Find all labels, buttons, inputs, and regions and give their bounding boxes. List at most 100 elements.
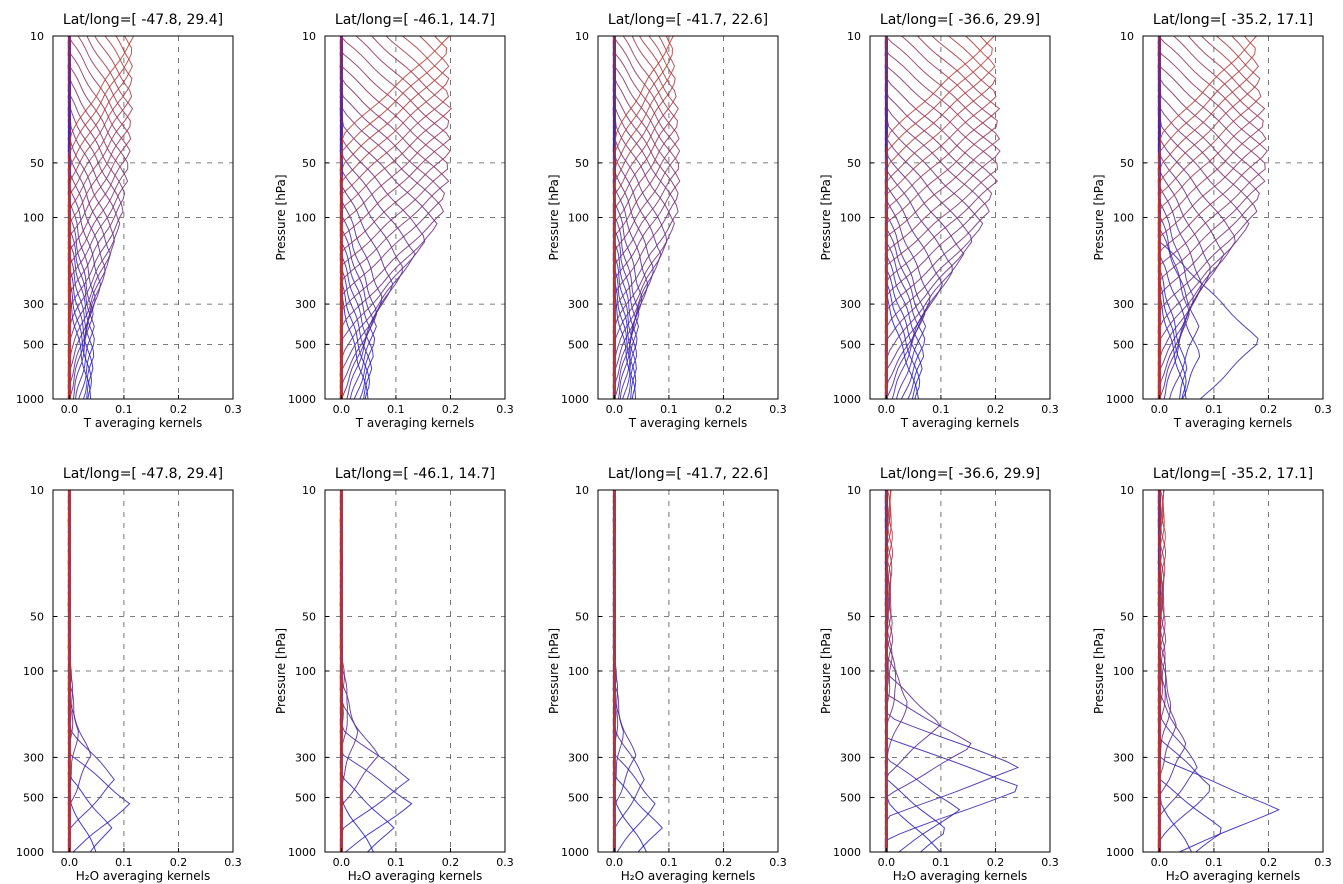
panel-title: Lat/long=[ -47.8, 29.4] [63,466,223,482]
y-tick-label: 500 [568,792,589,805]
y-tick-label: 100 [840,212,861,225]
y-tick-label: 1000 [16,393,44,406]
y-tick-label: 100 [295,665,316,678]
x-tick-label: 0.0 [606,403,624,416]
x-tick-label: 0.1 [932,856,950,869]
x-tick-label: 0.2 [1260,403,1278,416]
y-tick-label: 50 [847,157,861,170]
x-tick-label: 0.1 [660,403,678,416]
x-tick-label: 0.0 [878,403,896,416]
kernel-line [1157,35,1257,400]
y-tick-label: 100 [840,665,861,678]
kernel-curves [339,35,453,400]
y-tick-label: 300 [840,751,861,764]
x-axis-label: H₂O averaging kernels [348,869,482,883]
y-tick-label: 1000 [561,846,589,859]
y-tick-label: 10 [847,30,861,43]
grid [53,36,233,399]
kernel-line [339,489,374,853]
y-tick-label: 300 [23,751,44,764]
kernel-line [884,489,893,853]
kernel-line [339,489,343,853]
panel-title: Lat/long=[ -35.2, 17.1] [1153,466,1313,482]
kernel-line [1157,35,1260,399]
x-tick-label: 0.0 [61,856,79,869]
panel-h2o-3: 0.0 0.1 0.2 0.3 10 50 100 300 500 1000 Lat/long=[ … [547,466,787,883]
x-tick-label: 0.1 [115,856,133,869]
y-tick-label: 300 [295,298,316,311]
y-tick-label: 300 [568,751,589,764]
y-axis-label: Pressure [hPa] [547,628,561,714]
x-tick-label: 0.0 [878,856,896,869]
kernel-line [67,489,97,853]
y-tick-label: 1000 [833,393,861,406]
grid [53,490,233,852]
y-tick-label: 1000 [833,846,861,859]
panel-t-4: 0.0 0.1 0.2 0.3 10 50 100 300 500 1000 Lat/long=[ … [819,12,1059,430]
panel-title: Lat/long=[ -36.6, 29.9] [880,12,1040,28]
kernel-line [612,35,674,400]
y-tick-label: 300 [295,751,316,764]
y-tick-label: 50 [575,611,589,624]
x-tick-label: 0.3 [1041,856,1059,869]
x-axis-label: T averaging kernels [900,416,1019,430]
x-tick-label: 0.3 [496,856,514,869]
y-tick-label: 10 [302,30,316,43]
y-tick-label: 100 [568,212,589,225]
panel-t-5: 0.0 0.1 0.2 0.3 10 50 100 300 500 1000 Lat/long=[ … [1092,12,1332,430]
y-tick-label: 1000 [1106,846,1134,859]
x-tick-label: 0.0 [606,856,624,869]
kernel-line [1157,489,1166,853]
x-tick-label: 0.0 [333,403,351,416]
kernel-line [67,35,133,399]
y-tick-label: 50 [575,157,589,170]
x-tick-label: 0.3 [496,403,514,416]
x-tick-label: 0.1 [660,856,678,869]
y-tick-label: 500 [840,792,861,805]
y-axis-label: Pressure [hPa] [1092,628,1106,714]
x-tick-label: 0.1 [387,403,405,416]
y-tick-label: 50 [302,611,316,624]
x-tick-label: 0.3 [1041,403,1059,416]
y-tick-label: 500 [23,338,44,351]
x-tick-label: 0.2 [715,403,733,416]
x-tick-label: 0.2 [715,856,733,869]
y-tick-label: 500 [1113,792,1134,805]
x-tick-label: 0.2 [170,403,188,416]
y-tick-label: 10 [575,30,589,43]
y-axis-label: Pressure [hPa] [274,174,288,260]
x-tick-label: 0.2 [987,856,1005,869]
grid [325,490,505,852]
y-tick-label: 300 [1113,751,1134,764]
y-tick-label: 500 [295,338,316,351]
kernel-line [612,35,676,399]
y-tick-label: 300 [23,298,44,311]
panel-h2o-4: 0.0 0.1 0.2 0.3 10 50 100 300 500 1000 Lat/long=[ … [819,466,1059,883]
kernel-line [339,35,450,399]
panel-t-1: 0.0 0.1 0.2 0.3 10 50 100 300 500 1000 Lat/long=[ … [16,12,242,430]
y-tick-label: 10 [575,484,589,497]
kernel-line [339,35,373,400]
y-tick-label: 1000 [16,846,44,859]
kernel-line [612,489,616,853]
y-tick-label: 300 [568,298,589,311]
panel-t-2: 0.0 0.1 0.2 0.3 10 50 100 300 500 1000 Lat/long=[ … [274,12,514,430]
panel-h2o-5: 0.0 0.1 0.2 0.3 10 50 100 300 500 1000 Lat/long=[ … [1092,466,1332,883]
y-tick-label: 10 [302,484,316,497]
y-tick-label: 50 [1120,157,1134,170]
x-tick-label: 0.0 [333,856,351,869]
x-tick-label: 0.0 [1151,403,1169,416]
x-tick-label: 0.1 [115,403,133,416]
y-tick-label: 10 [30,484,44,497]
grid [870,490,1050,852]
x-tick-label: 0.1 [1205,403,1223,416]
y-tick-label: 10 [1120,30,1134,43]
x-axis-label: H₂O averaging kernels [76,869,210,883]
y-axis-label: Pressure [hPa] [819,628,833,714]
y-axis-label: Pressure [hPa] [547,174,561,260]
x-tick-label: 0.2 [170,856,188,869]
grid [870,36,1050,399]
panel-title: Lat/long=[ -35.2, 17.1] [1153,12,1313,28]
panel-t-3: 0.0 0.1 0.2 0.3 10 50 100 300 500 1000 Lat/long=[ … [547,12,787,430]
x-tick-label: 0.3 [224,856,242,869]
